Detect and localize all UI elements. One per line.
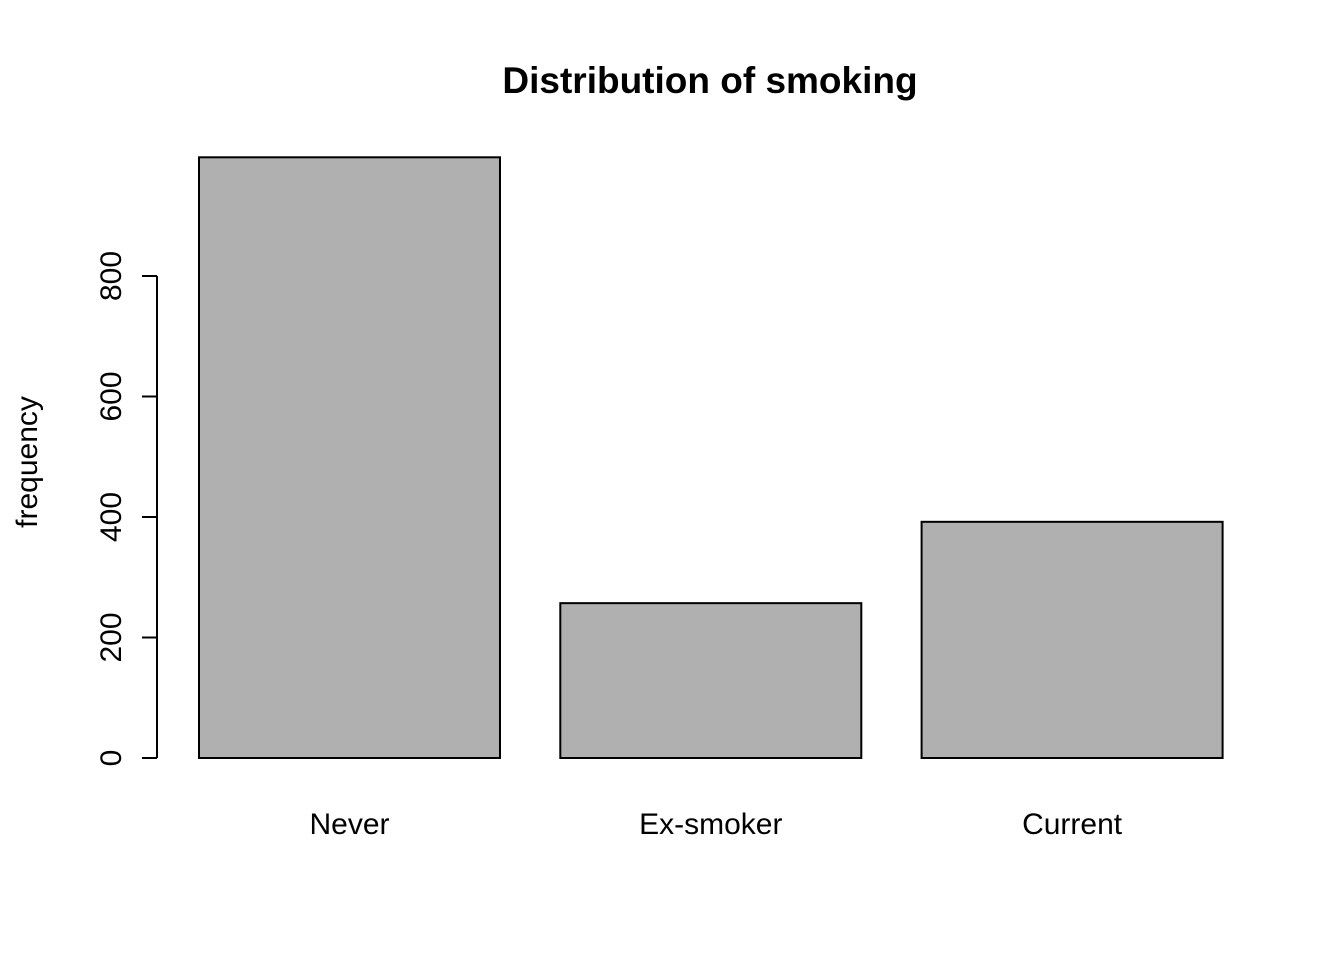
y-axis: 0 200 400 600 800 — [95, 251, 158, 767]
y-tick-label: 400 — [95, 492, 128, 542]
bar-ex-smoker — [559, 602, 863, 759]
y-tick-label: 600 — [95, 371, 128, 421]
bar-never — [198, 156, 501, 759]
bar-current — [920, 520, 1224, 759]
chart-title: Distribution of smoking — [502, 60, 917, 101]
y-tick-label: 200 — [95, 612, 128, 662]
y-tick-label: 0 — [95, 750, 128, 767]
x-tick-label: Ex-smoker — [639, 808, 782, 841]
bars-group — [198, 156, 1224, 759]
x-tick-label: Current — [1022, 808, 1123, 841]
y-axis-label: frequency — [11, 396, 44, 528]
y-tick-label: 800 — [95, 251, 128, 301]
x-axis-labels: Never Ex-smoker Current — [309, 808, 1122, 841]
x-tick-label: Never — [309, 808, 389, 841]
